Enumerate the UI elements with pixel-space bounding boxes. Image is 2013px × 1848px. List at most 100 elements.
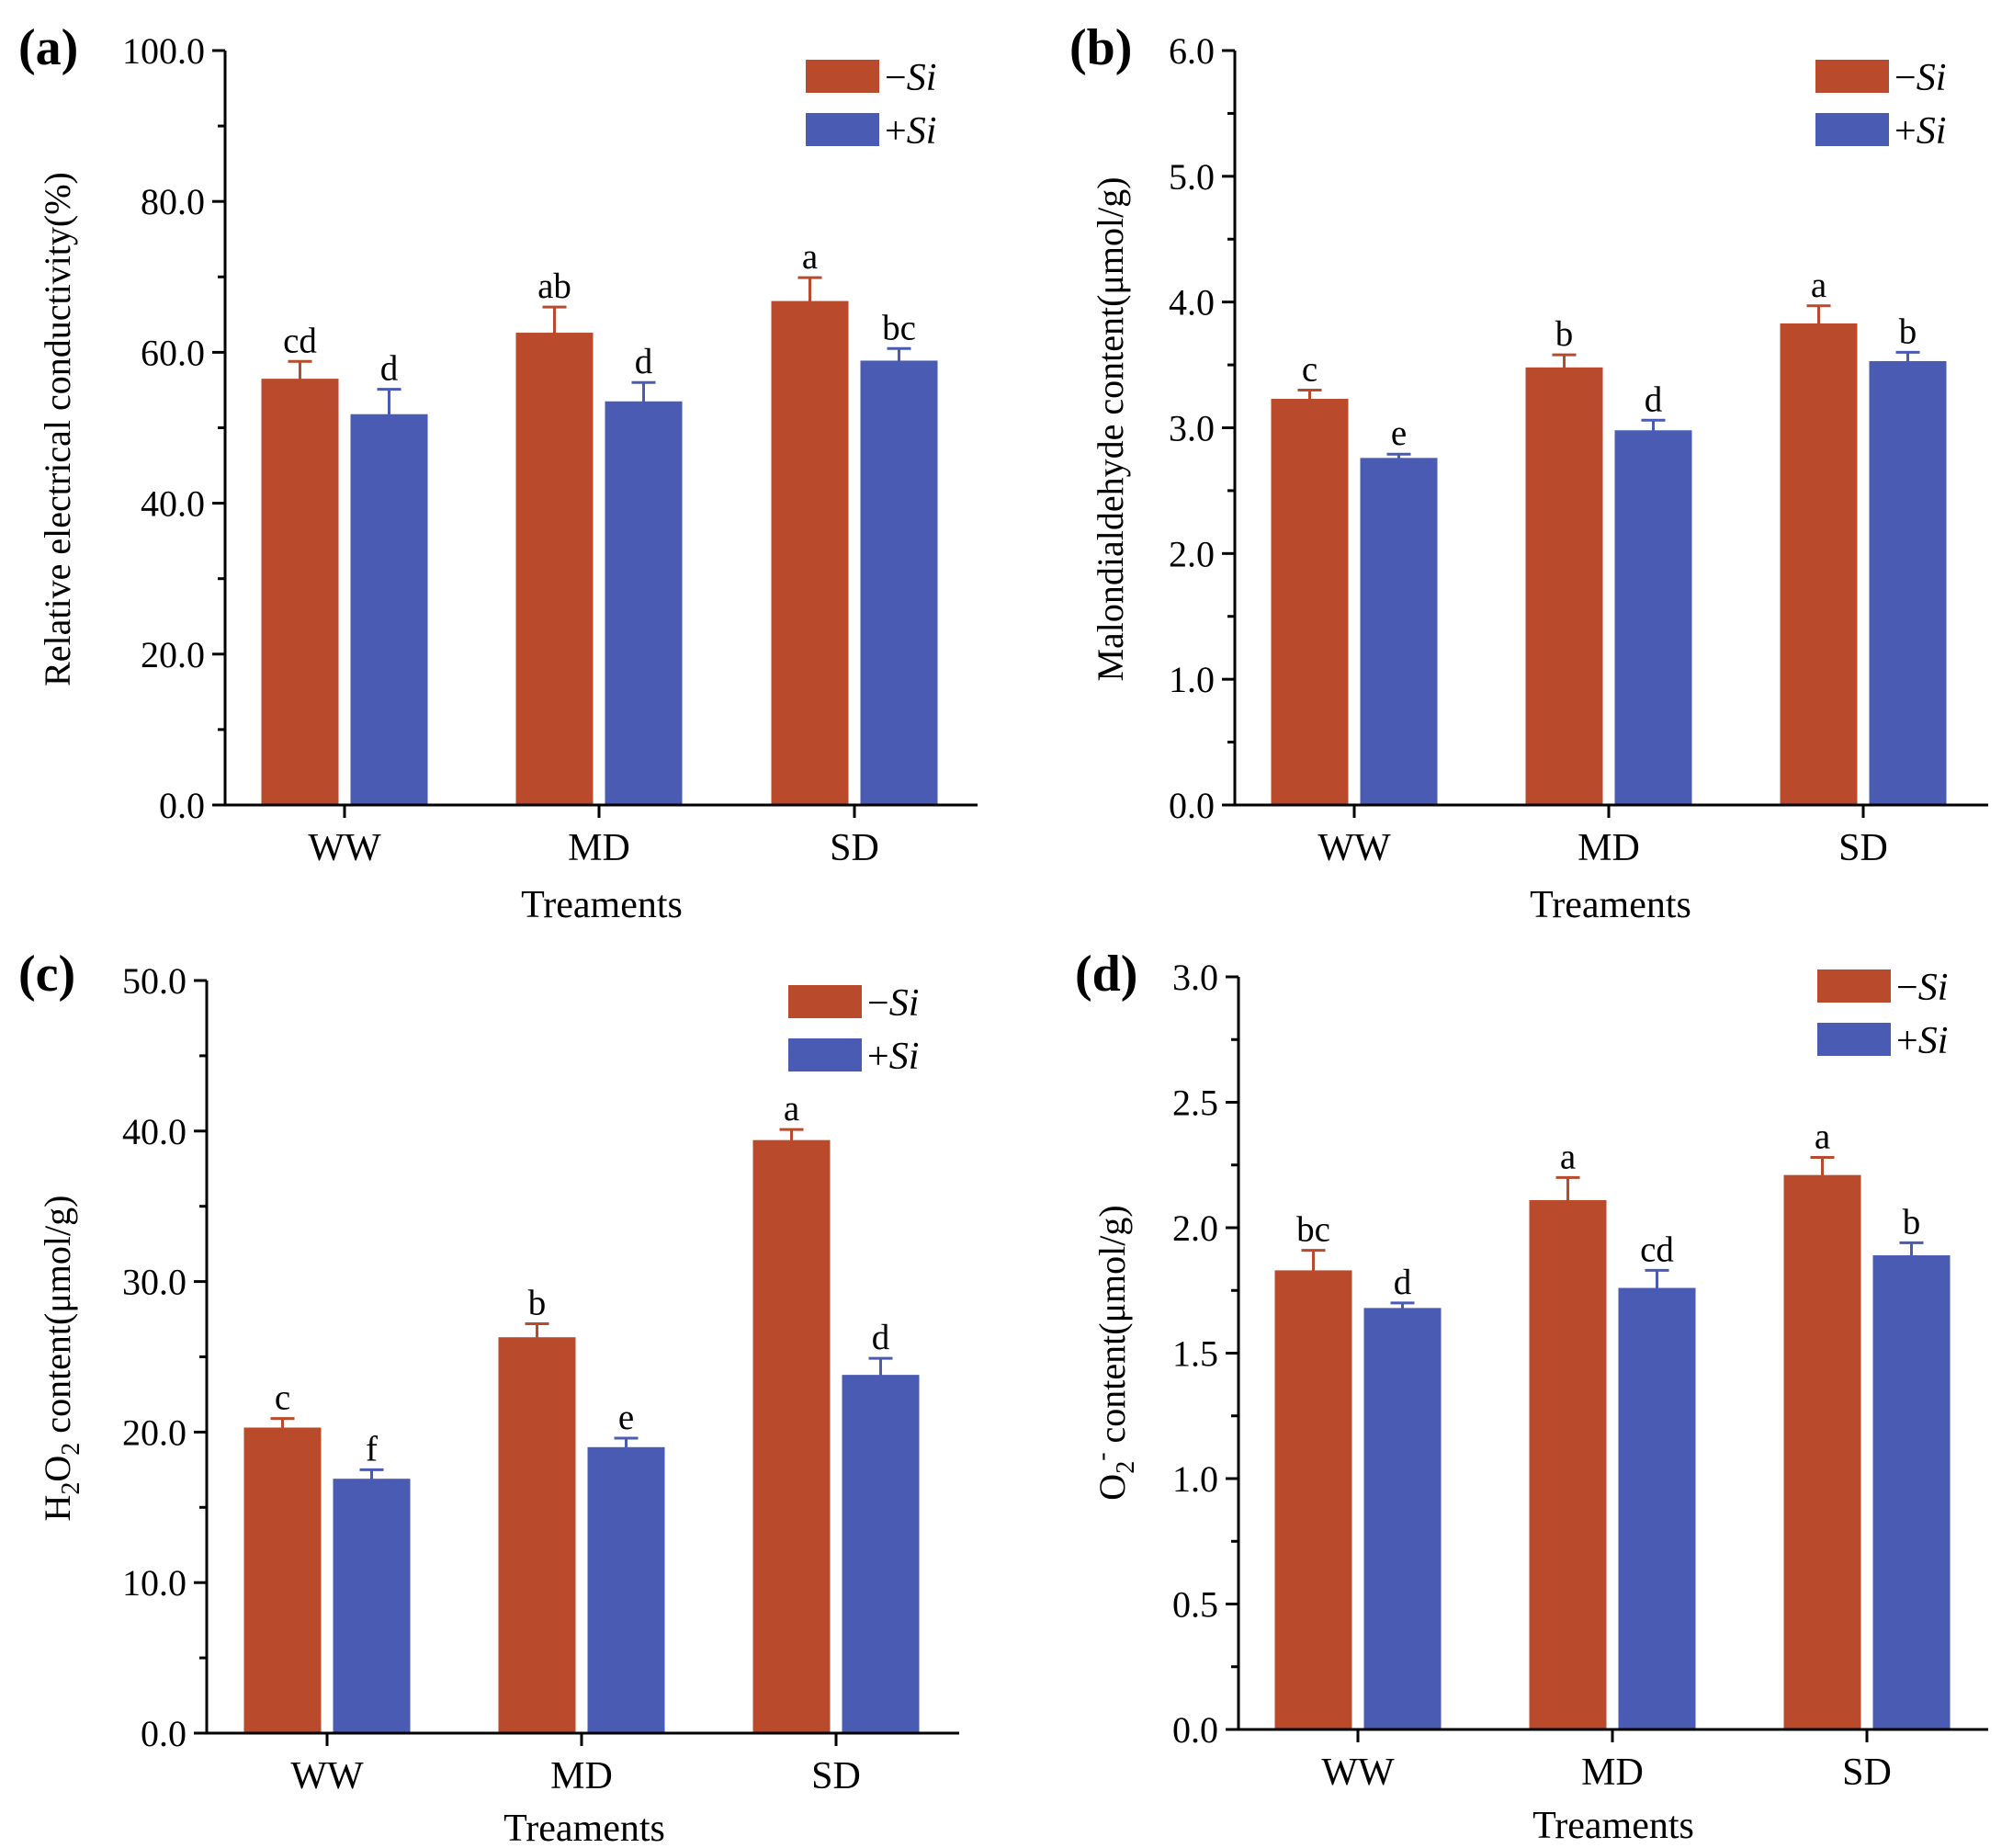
panel-c: (c) H2O2 content(μmol/g) Treaments −Si +…	[18, 946, 959, 1848]
significance-letter: b	[1899, 312, 1917, 351]
y-tick-label: 0.5	[1172, 1584, 1218, 1626]
legend-swatch-minus-si	[1815, 60, 1889, 93]
y-tick-label: 20.0	[122, 1412, 187, 1453]
y-tick-label: 0.0	[159, 785, 205, 826]
bar	[261, 379, 339, 805]
x-axis-label-d: Treaments	[1532, 1805, 1694, 1847]
legend-label-minus-si: −Si	[867, 982, 919, 1025]
significance-letter: bc	[882, 308, 916, 347]
y-tick-label: 0.0	[1172, 1709, 1218, 1751]
y-axis-label-d: O2- content(μmol/g)	[1088, 1205, 1140, 1500]
bar	[605, 401, 683, 805]
significance-letter: e	[1391, 414, 1407, 453]
significance-letter: b	[528, 1283, 547, 1322]
legend-label-plus-si: +Si	[1894, 110, 1946, 153]
y-tick-label: 80.0	[141, 181, 205, 222]
bar	[1274, 1270, 1352, 1729]
y-axis-label-b: Malondialdehyde content(μmol/g)	[1090, 176, 1131, 681]
x-tick-label: SD	[830, 827, 879, 869]
bar	[1618, 1287, 1696, 1729]
x-tick-label: MD	[1578, 827, 1640, 869]
y-tick-label: 100.0	[122, 30, 205, 72]
significance-letter: ab	[537, 266, 571, 306]
panel-label-c: (c)	[18, 946, 75, 1003]
bar	[1525, 367, 1603, 805]
x-tick-label: WW	[1321, 1752, 1395, 1794]
panel-b: (b) Malondialdehyde content(μmol/g) Trea…	[1069, 19, 1988, 926]
bar	[243, 1427, 322, 1733]
y-axis-label-c: H2O2 content(μmol/g)	[37, 1196, 85, 1522]
y-tick-label: 10.0	[122, 1562, 187, 1604]
y-tick-label: 3.0	[1172, 957, 1218, 998]
panel-d: (d) O2- content(μmol/g) Treaments −Si +S…	[1075, 946, 1988, 1847]
x-tick-label: MD	[1581, 1752, 1644, 1794]
y-tick-label: 20.0	[141, 634, 205, 675]
x-tick-label: WW	[308, 827, 381, 869]
y-tick-label: 50.0	[122, 960, 187, 1002]
significance-letter: bc	[1296, 1210, 1330, 1250]
x-tick-label: SD	[1838, 827, 1888, 869]
y-tick-label: 3.0	[1169, 408, 1215, 449]
significance-letter: f	[366, 1429, 378, 1468]
x-axis-label-b: Treaments	[1530, 884, 1691, 926]
significance-letter: a	[802, 237, 818, 277]
legend-a: −Si +Si	[806, 57, 936, 153]
legend-swatch-plus-si	[1815, 113, 1889, 146]
bar	[1869, 360, 1947, 805]
legend-label-plus-si: +Si	[867, 1036, 919, 1078]
y-tick-label: 5.0	[1169, 156, 1215, 198]
bar	[1783, 1174, 1861, 1729]
bar	[1271, 399, 1349, 805]
legend-swatch-minus-si	[1817, 969, 1891, 1003]
significance-letter: c	[1302, 349, 1317, 389]
legend-swatch-minus-si	[788, 985, 862, 1018]
y-tick-label: 1.5	[1172, 1333, 1218, 1375]
y-tick-label: 60.0	[141, 332, 205, 373]
legend-label-plus-si: +Si	[1896, 1020, 1948, 1062]
legend-label-minus-si: −Si	[1894, 57, 1946, 99]
legend-swatch-minus-si	[806, 60, 879, 93]
significance-letter: a	[1815, 1117, 1830, 1157]
x-tick-label: SD	[1842, 1752, 1892, 1794]
significance-letter: cd	[1640, 1230, 1674, 1269]
bar	[1360, 458, 1438, 805]
legend-c: −Si +Si	[788, 982, 919, 1078]
x-tick-label: WW	[290, 1755, 364, 1797]
significance-letter: e	[618, 1398, 634, 1437]
significance-letter: d	[635, 342, 653, 381]
bar	[1780, 323, 1858, 805]
significance-letter: b	[1555, 314, 1574, 354]
panel-a: (a) Relative electrical conductivity(%) …	[18, 19, 978, 926]
bar	[1529, 1199, 1607, 1729]
x-tick-label: MD	[550, 1755, 613, 1797]
y-tick-label: 2.5	[1172, 1083, 1218, 1124]
panel-label-a: (a)	[18, 19, 78, 76]
bar	[842, 1375, 920, 1733]
y-tick-label: 1.0	[1169, 659, 1215, 700]
significance-letter: d	[1645, 380, 1663, 419]
legend-label-plus-si: +Si	[885, 110, 936, 153]
y-tick-label: 4.0	[1169, 282, 1215, 323]
bar	[1363, 1308, 1442, 1729]
significance-letter: a	[784, 1089, 799, 1128]
bar	[771, 300, 849, 805]
y-tick-label: 40.0	[122, 1111, 187, 1152]
bar	[1872, 1255, 1951, 1729]
bar	[860, 360, 938, 805]
y-tick-label: 0.0	[141, 1713, 187, 1754]
y-tick-label: 40.0	[141, 483, 205, 525]
y-tick-label: 0.0	[1169, 785, 1215, 826]
x-tick-label: SD	[811, 1755, 861, 1797]
bar	[1614, 430, 1692, 805]
y-tick-label: 1.0	[1172, 1458, 1218, 1500]
x-axis-label-c: Treaments	[503, 1808, 665, 1848]
panel-label-b: (b)	[1069, 19, 1132, 76]
legend-d: −Si +Si	[1817, 967, 1948, 1062]
bar	[587, 1446, 665, 1733]
bar	[515, 333, 594, 806]
legend-label-minus-si: −Si	[885, 57, 936, 99]
significance-letter: c	[275, 1378, 290, 1418]
bar	[498, 1337, 576, 1733]
y-tick-label: 6.0	[1169, 30, 1215, 72]
